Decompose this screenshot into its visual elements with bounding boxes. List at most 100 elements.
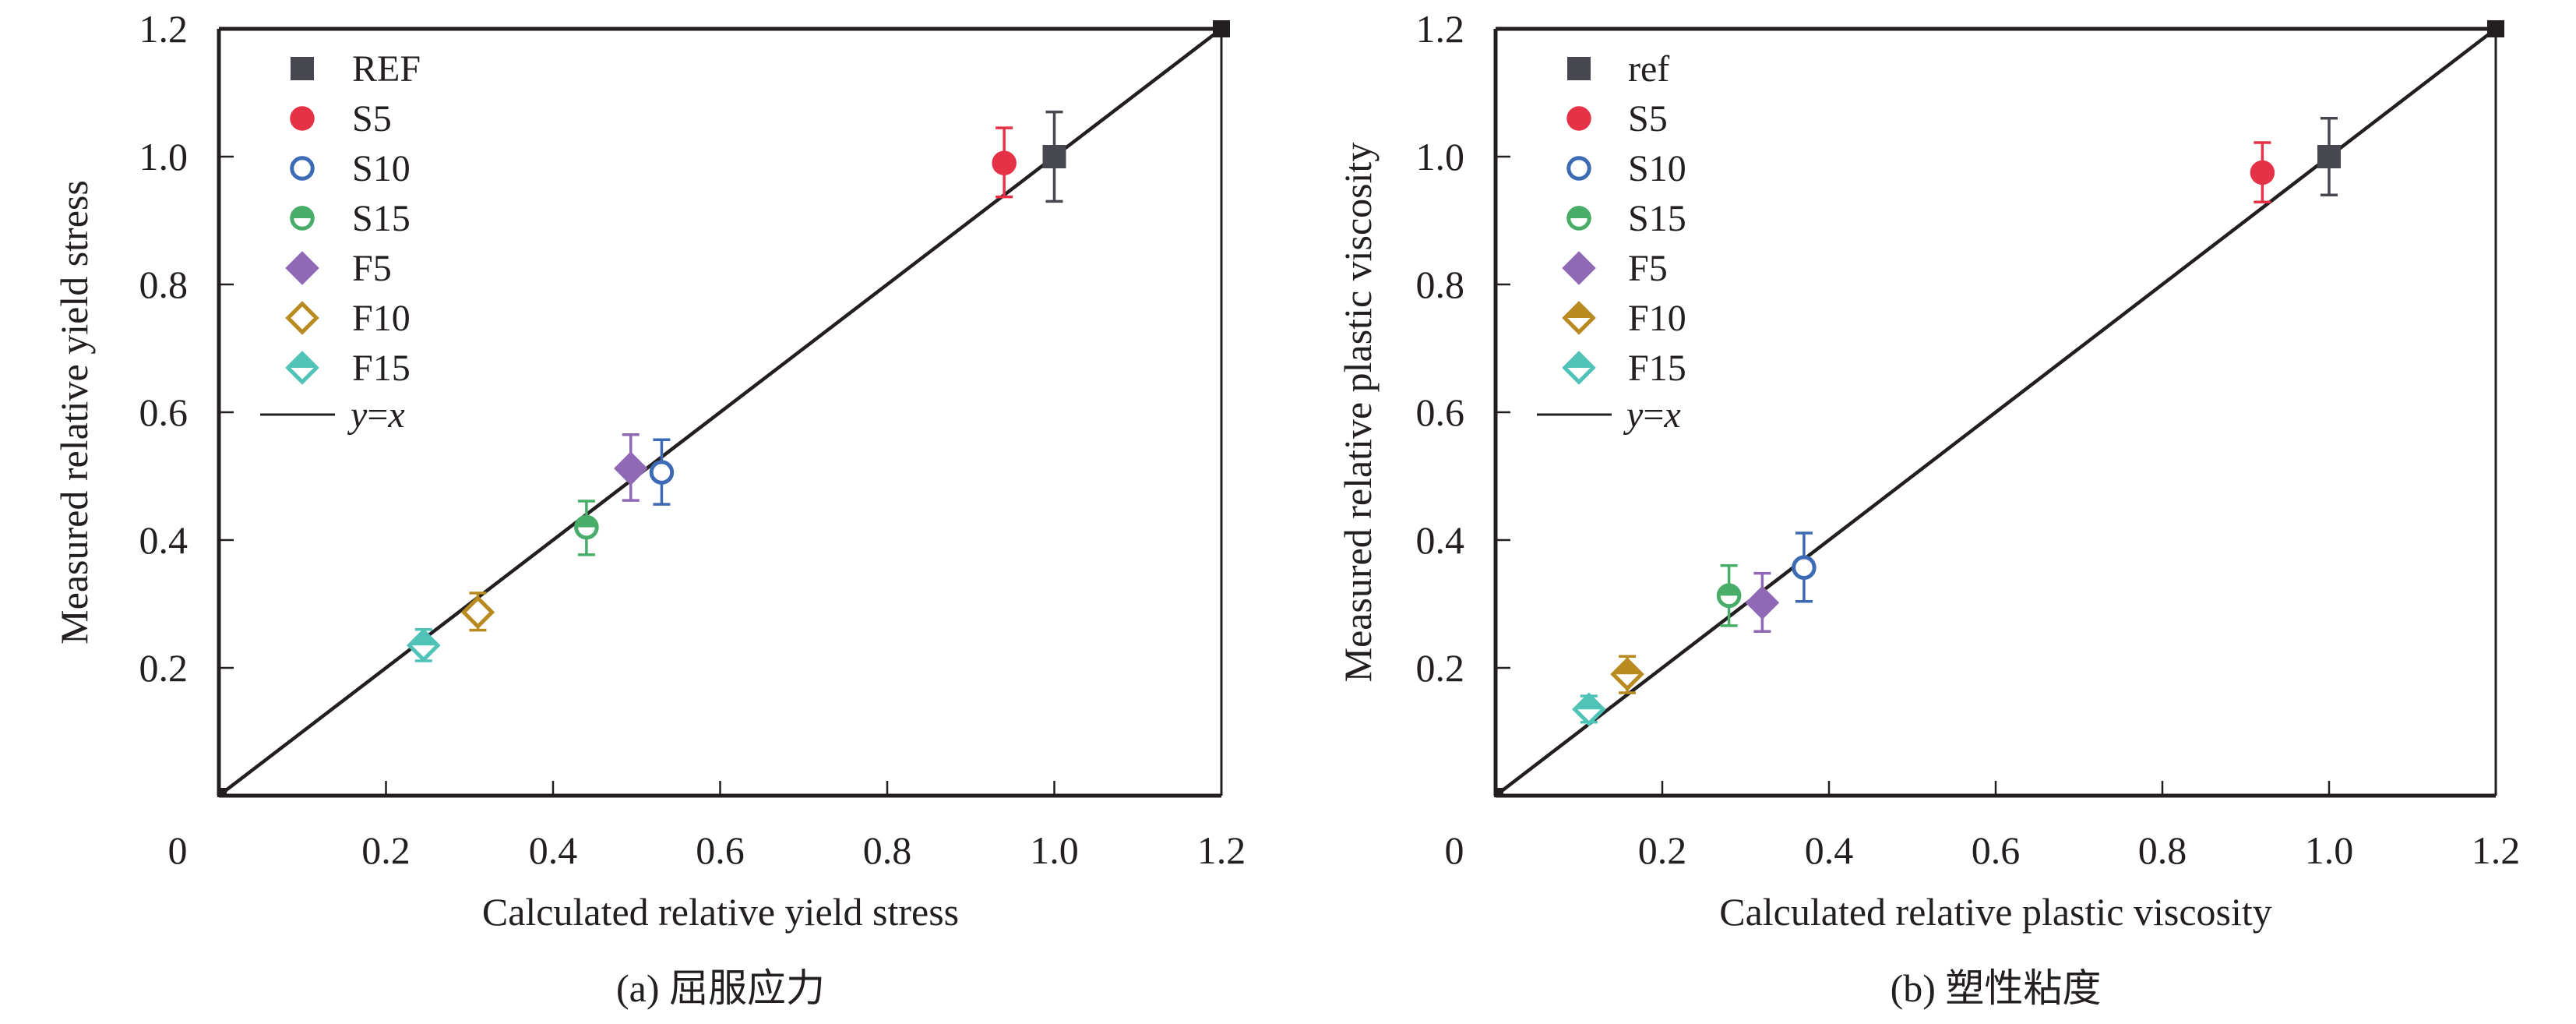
data-point-f5 — [613, 433, 648, 502]
marker-s10 — [1792, 555, 1817, 581]
y-tick-label: 0.8 — [1416, 263, 1465, 306]
data-point-s5 — [992, 126, 1017, 199]
circle-marker — [2250, 160, 2275, 185]
legend-label: S15 — [1628, 198, 1686, 239]
legend-marker-icon — [285, 251, 319, 285]
origin-marker — [1494, 788, 1503, 797]
legend-label: y=x — [1623, 394, 1681, 436]
x-tick-label: 0.8 — [863, 828, 912, 872]
legend-label: y=x — [347, 394, 405, 436]
marker-s15 — [1716, 583, 1742, 609]
marker-f5 — [1745, 585, 1780, 620]
open-diamond-marker — [285, 301, 319, 335]
legend-item-s10: S10 — [1566, 148, 1686, 189]
marker-ref — [1042, 145, 1066, 168]
legend-item-f15: F15 — [285, 348, 411, 389]
legend-marker-icon — [1562, 301, 1596, 335]
x-tick-label: 1.2 — [2472, 828, 2521, 872]
data-point-f15 — [407, 628, 441, 663]
legend-label-eq: = — [1643, 394, 1664, 436]
legend-marker-icon — [1566, 206, 1591, 231]
legend-item-f10: F10 — [1562, 298, 1686, 339]
circle-marker — [1566, 106, 1591, 131]
y-tick-label: 0.2 — [1416, 646, 1465, 690]
data-point-ref — [1042, 110, 1066, 203]
x-tick-label: 0.2 — [1638, 828, 1687, 872]
legend-label: S10 — [1628, 148, 1686, 189]
legend-label-y: y — [347, 394, 368, 436]
y-tick-label: 0.6 — [139, 390, 189, 434]
plot-area-a: 0.2 0.4 0.6 0.8 1.0 1.2 0.2 0.4 0.6 0.8 1.0 1.2 — [139, 7, 1246, 872]
legend-label-y: y — [1623, 394, 1644, 436]
square-marker — [1042, 145, 1066, 168]
legend-label: F15 — [1628, 348, 1686, 389]
legend-a: REF S5 S10 S15 F5 F10 F15 y=x — [260, 48, 421, 436]
legend-item-s10: S10 — [290, 148, 411, 189]
legend-label: ref — [1628, 48, 1669, 90]
legend-item-ref: REF — [291, 48, 421, 90]
legend-marker-icon — [1567, 57, 1591, 80]
legend-item-s15: S15 — [290, 198, 411, 239]
caption-b: (b) 塑性粘度 — [1891, 966, 2102, 1010]
legend-marker-icon — [1562, 351, 1596, 385]
square-marker — [291, 57, 314, 80]
data-point-f10 — [460, 591, 495, 632]
half-circle-fill — [574, 514, 599, 528]
circle-marker — [290, 106, 315, 131]
y-tick-label: 1.2 — [139, 7, 189, 51]
legend-marker-icon — [1562, 251, 1596, 285]
y-tick-label: 0.2 — [139, 646, 189, 690]
data-point-s15 — [1716, 564, 1742, 627]
marker-ref — [2317, 145, 2341, 168]
origin-label-b: 0 — [1445, 828, 1464, 872]
corner-marker — [1213, 20, 1230, 37]
legend-marker-icon — [1566, 156, 1591, 181]
data-point-f15 — [1572, 692, 1606, 727]
data-point-f10 — [1610, 655, 1644, 694]
open-circle-marker — [1792, 555, 1817, 581]
chart-panel-a: Measured relative yield stress Calculate… — [52, 7, 1246, 1010]
half-diamond-fill — [407, 628, 441, 646]
legend-label-x: x — [1663, 394, 1680, 436]
half-diamond-fill — [1610, 657, 1644, 675]
legend-marker-icon — [290, 156, 315, 181]
x-tick-label: 0.6 — [696, 828, 745, 872]
half-circle-fill — [1566, 206, 1591, 218]
x-tick-label: 0.8 — [2138, 828, 2187, 872]
legend-item-f5: F5 — [285, 248, 392, 289]
legend-marker-icon — [1566, 106, 1591, 131]
legend-item-reference-line: y=x — [1537, 394, 1681, 436]
legend-label: S15 — [352, 198, 411, 239]
half-circle-fill — [290, 206, 315, 218]
legend-label: REF — [352, 48, 421, 90]
marker-f5 — [613, 451, 648, 486]
origin-marker — [217, 788, 227, 797]
half-circle-fill — [1716, 583, 1742, 596]
y-axis-title-a: Measured relative yield stress — [52, 180, 96, 644]
chart-panel-b: Measured relative plastic viscosity Calc… — [1336, 7, 2520, 1010]
open-circle-marker — [649, 460, 675, 485]
legend-marker-icon — [290, 206, 315, 231]
legend-item-s5: S5 — [1566, 98, 1668, 139]
data-point-s10 — [649, 438, 675, 506]
x-tick-label: 0.4 — [1805, 828, 1854, 872]
legend-marker-icon — [285, 351, 319, 385]
y-tick-label: 1.0 — [1416, 135, 1465, 178]
x-tick-label: 0.6 — [1972, 828, 2021, 872]
legend-label-eq: = — [367, 394, 388, 436]
y-tick-label: 1.0 — [139, 135, 189, 178]
marker-s10 — [649, 460, 675, 485]
x-tick-label: 1.0 — [1030, 828, 1079, 872]
marker-f10 — [1610, 657, 1644, 691]
plot-area-b: 0.2 0.4 0.6 0.8 1.0 1.2 0.2 0.4 0.6 0.8 1.0 1.2 — [1416, 7, 2521, 872]
y-tick-label: 0.4 — [139, 518, 189, 562]
legend-marker-icon — [285, 301, 319, 335]
diamond-marker — [1745, 585, 1780, 620]
open-circle-marker — [290, 156, 315, 181]
legend-item-s5: S5 — [290, 98, 392, 139]
data-point-f5 — [1745, 571, 1780, 634]
legend-label-x: x — [387, 394, 404, 436]
legend-label: S5 — [1628, 98, 1668, 139]
data-point-s10 — [1792, 531, 1817, 603]
